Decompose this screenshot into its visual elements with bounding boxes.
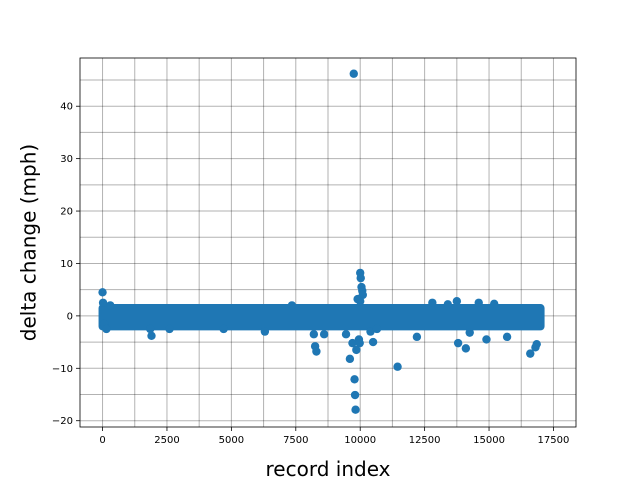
data-point bbox=[532, 339, 541, 349]
data-point bbox=[465, 328, 474, 337]
data-point bbox=[366, 327, 375, 336]
data-point bbox=[165, 324, 174, 334]
x-tick-label: 0 bbox=[99, 435, 105, 446]
y-axis-ticks: −20 −10 0 10 20 30 40 bbox=[52, 102, 80, 427]
y-tick-label: −10 bbox=[52, 364, 73, 375]
grid bbox=[80, 58, 576, 427]
data-point bbox=[526, 349, 535, 358]
data-points bbox=[98, 69, 541, 414]
data-point bbox=[351, 405, 360, 414]
dense-band-fill bbox=[98, 304, 545, 331]
data-point bbox=[461, 344, 471, 353]
data-point bbox=[474, 298, 483, 307]
data-point bbox=[453, 338, 463, 348]
data-point bbox=[319, 330, 329, 339]
y-tick-label: −20 bbox=[52, 416, 73, 427]
x-tick-label: 12500 bbox=[409, 435, 441, 446]
x-tick-label: 15000 bbox=[473, 435, 505, 446]
data-point bbox=[102, 324, 111, 334]
data-point bbox=[356, 273, 365, 283]
plot-area-frame bbox=[79, 57, 577, 428]
data-point bbox=[372, 324, 382, 334]
data-point bbox=[358, 290, 367, 300]
dense-point-band bbox=[98, 304, 545, 331]
data-point bbox=[355, 338, 364, 348]
data-point bbox=[428, 298, 437, 307]
x-axis-label: record index bbox=[266, 457, 391, 480]
data-point bbox=[98, 298, 108, 307]
y-tick-label: 20 bbox=[60, 207, 73, 218]
x-tick-label: 17500 bbox=[538, 435, 570, 446]
data-point bbox=[350, 390, 360, 400]
data-point bbox=[260, 327, 270, 336]
x-tick-label: 10000 bbox=[344, 435, 376, 446]
data-point bbox=[309, 330, 319, 339]
x-axis-ticks: 0 2500 5000 7500 10000 12500 15000 17500 bbox=[99, 427, 569, 446]
data-point bbox=[98, 288, 107, 297]
data-point bbox=[350, 375, 359, 384]
data-point bbox=[352, 345, 361, 355]
data-point bbox=[287, 301, 297, 310]
x-tick-label: 2500 bbox=[154, 435, 179, 446]
data-point bbox=[412, 332, 422, 342]
data-point bbox=[393, 362, 402, 371]
data-point bbox=[452, 297, 462, 306]
data-point bbox=[341, 330, 351, 339]
data-point bbox=[219, 324, 228, 334]
data-point bbox=[368, 337, 378, 347]
data-point bbox=[348, 338, 357, 348]
data-point bbox=[482, 335, 491, 344]
data-point bbox=[443, 300, 453, 309]
data-point bbox=[106, 301, 115, 310]
data-point bbox=[345, 354, 355, 364]
y-tick-label: 10 bbox=[60, 259, 73, 270]
y-tick-label: 0 bbox=[67, 311, 73, 322]
y-tick-label: 40 bbox=[60, 102, 73, 113]
x-tick-label: 5000 bbox=[219, 435, 244, 446]
y-axis-label: delta change (mph) bbox=[17, 144, 41, 341]
data-point bbox=[312, 347, 321, 356]
x-tick-label: 7500 bbox=[283, 435, 308, 446]
data-point bbox=[489, 299, 499, 309]
data-point bbox=[146, 324, 155, 334]
data-point bbox=[349, 69, 358, 78]
data-point bbox=[147, 331, 156, 340]
data-point bbox=[502, 332, 512, 342]
data-point bbox=[356, 297, 365, 306]
y-tick-label: 30 bbox=[60, 154, 73, 165]
